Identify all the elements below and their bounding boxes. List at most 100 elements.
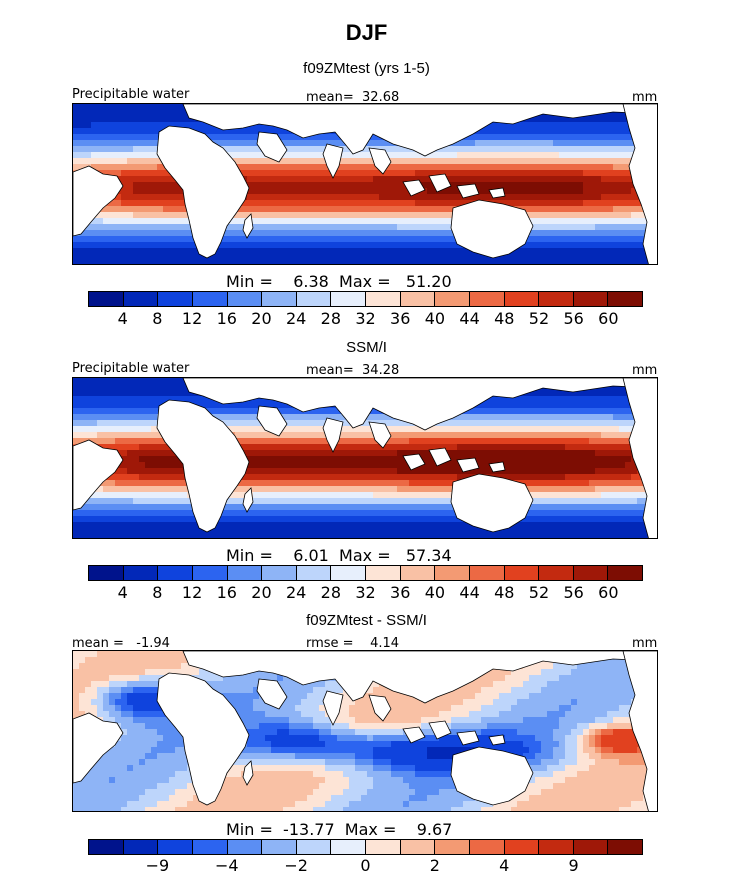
field-cell [403,248,410,255]
field-cell [427,152,434,159]
field-cell [355,492,362,499]
field-cell [265,200,272,207]
field-cell [625,134,632,141]
field-cell [175,224,182,231]
field-cell [409,432,416,439]
field-cell [163,384,170,391]
field-cell [499,444,506,451]
field-cell [523,426,530,433]
field-cell [97,390,104,397]
field-cell [595,462,602,469]
field-cell [151,402,158,409]
field-cell [127,248,134,255]
field-cell [253,438,260,445]
field-cell [409,164,416,171]
field-cell [523,200,530,207]
field-cell [157,122,164,129]
field-cell [625,492,632,499]
field-cell [637,218,644,225]
field-cell [619,140,626,147]
field-cell [637,504,644,511]
field-cell [127,486,134,493]
field-cell [535,236,542,243]
field-cell [637,236,644,243]
field-cell [547,152,554,159]
field-cell [253,444,260,451]
field-cell [259,480,266,487]
field-cell [397,152,404,159]
field-cell [79,510,86,517]
field-cell [631,206,638,213]
field-cell [523,188,530,195]
field-cell [541,116,548,123]
field-cell [145,408,152,415]
field-cell [637,200,644,207]
field-cell [601,128,608,135]
field-cell [385,504,392,511]
field-cell [133,384,140,391]
field-cell [523,414,530,421]
field-cell [505,456,512,463]
field-cell [631,462,638,469]
field-cell [607,248,614,255]
field-cell [91,116,98,123]
field-cell [133,414,140,421]
field-cell [115,212,122,219]
field-cell [277,164,284,171]
field-cell [427,170,434,177]
field-cell [535,462,542,469]
field-cell [469,152,476,159]
field-cell [397,212,404,219]
field-cell [121,498,128,505]
field-cell [577,408,584,415]
field-cell [559,396,566,403]
field-cell [151,170,158,177]
field-cell [307,254,314,261]
field-cell [601,420,608,427]
field-cell [379,140,386,147]
field-cell [469,414,476,421]
field-cell [121,164,128,171]
field-cell [289,516,296,523]
panel-1-variable-label: Precipitable water [72,87,190,102]
field-cell [127,146,134,153]
field-cell [319,146,326,153]
field-cell [259,426,266,433]
field-cell [337,260,344,264]
field-cell [379,492,386,499]
field-cell [289,254,296,261]
field-cell [307,176,314,183]
field-cell [559,248,566,255]
field-cell [373,134,380,141]
field-cell [397,510,404,517]
field-cell [559,414,566,421]
field-cell [133,110,140,117]
field-cell [151,254,158,261]
field-cell [403,510,410,517]
field-cell [151,212,158,219]
field-cell [583,122,590,129]
field-cell [103,396,110,403]
field-cell [403,158,410,165]
field-cell [547,254,554,261]
field-cell [487,164,494,171]
field-cell [589,260,596,264]
field-cell [409,260,416,264]
field-cell [79,254,86,261]
field-cell [139,462,146,469]
field-cell [253,498,260,505]
field-cell [631,224,638,231]
field-cell [133,116,140,123]
field-cell [427,254,434,261]
field-cell [307,152,314,159]
field-cell [577,242,584,249]
field-cell [235,152,242,159]
field-cell [505,414,512,421]
field-cell [343,188,350,195]
field-cell [529,408,536,415]
field-cell [295,212,302,219]
field-cell [409,444,416,451]
field-cell [553,146,560,153]
field-cell [103,164,110,171]
field-cell [379,462,386,469]
